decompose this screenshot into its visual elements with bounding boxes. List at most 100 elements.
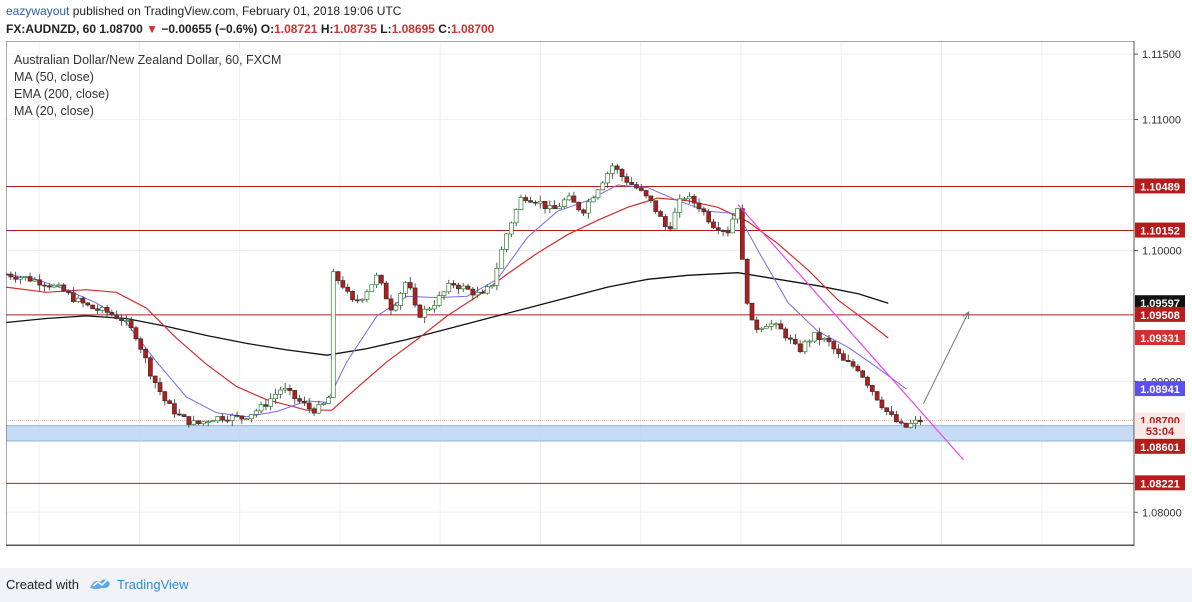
candle <box>200 421 206 426</box>
candle <box>889 406 894 417</box>
candle-body <box>898 421 904 424</box>
candle <box>643 189 649 199</box>
candle-body <box>27 276 33 282</box>
candle-body <box>634 184 639 189</box>
candle-body <box>605 173 610 184</box>
legend-ma20[interactable]: MA (20, close) <box>14 104 94 118</box>
tradingview-logo-icon[interactable] <box>88 574 112 592</box>
candle <box>412 283 418 308</box>
candle-body <box>884 407 890 412</box>
forecast-arrow <box>922 311 970 404</box>
candle <box>701 206 707 216</box>
candle-body <box>918 419 923 423</box>
candle-body <box>215 416 221 422</box>
candle-body <box>465 285 471 290</box>
candle <box>354 294 360 304</box>
candle-body <box>802 341 808 353</box>
candle <box>191 415 197 426</box>
candle <box>46 283 52 291</box>
candle <box>817 327 822 346</box>
candle <box>634 182 639 190</box>
candle <box>8 271 14 280</box>
candle-body <box>220 416 225 421</box>
created-with-text: Created with <box>6 577 79 592</box>
candle-body <box>417 304 423 318</box>
price-tag-bg <box>1135 381 1185 397</box>
candle-body <box>797 343 803 353</box>
candle-body <box>172 403 177 415</box>
candle <box>398 291 403 310</box>
candle <box>225 415 230 424</box>
candle-body <box>13 276 18 280</box>
tradingview-link[interactable]: TradingView <box>117 577 189 592</box>
candle <box>715 221 721 235</box>
candle-body <box>860 370 866 378</box>
candle <box>143 347 148 364</box>
candle <box>797 339 803 354</box>
candle <box>696 198 702 213</box>
candle-body <box>191 420 197 425</box>
candle-body <box>557 206 562 210</box>
candle <box>759 326 764 333</box>
candle-body <box>629 182 635 185</box>
candle <box>821 337 827 342</box>
candle <box>18 275 23 284</box>
candle-body <box>225 419 230 422</box>
candle <box>330 268 336 398</box>
candle-body <box>297 398 302 402</box>
candle-body <box>658 211 663 217</box>
candle <box>302 396 307 406</box>
candle-body <box>768 323 774 327</box>
low-label: L: <box>380 22 392 36</box>
candle-body <box>908 423 914 428</box>
candle <box>407 276 413 291</box>
candle <box>369 284 375 293</box>
change-down-icon: ▼ <box>146 22 158 36</box>
candle-body <box>205 421 211 423</box>
chart-grid <box>6 41 1134 545</box>
candle-body <box>374 274 379 286</box>
candle <box>557 202 562 210</box>
candle-body <box>292 390 298 399</box>
candle <box>730 214 736 234</box>
candle <box>61 283 67 293</box>
candle <box>229 413 235 427</box>
candle-body <box>239 415 245 420</box>
candle-body <box>119 318 124 321</box>
candle <box>99 305 105 313</box>
candle <box>379 274 384 286</box>
candle-body <box>398 292 403 306</box>
candle <box>768 319 774 331</box>
candle <box>475 286 481 298</box>
legend-ema200[interactable]: EMA (200, close) <box>14 87 110 101</box>
candle-body <box>528 200 533 203</box>
candle <box>778 319 784 330</box>
candle-body <box>687 195 692 200</box>
candle-body <box>865 376 870 386</box>
price-tag-bg <box>1135 295 1185 311</box>
candle-body <box>441 291 447 297</box>
candle-body <box>480 291 485 294</box>
candle-body <box>186 416 192 425</box>
candle-body <box>200 421 206 425</box>
candle-body <box>489 285 495 288</box>
candle <box>465 283 471 290</box>
price-tag-line: 1.10489 <box>1135 178 1185 194</box>
candle-body <box>619 169 625 178</box>
candle-body <box>826 337 832 342</box>
candle-body <box>566 195 572 201</box>
candle-body <box>148 357 153 377</box>
candle <box>845 354 851 363</box>
candle <box>619 167 625 182</box>
author-link[interactable]: eazywayout <box>6 4 70 18</box>
price-tick-label: 1.08000 <box>1142 507 1182 519</box>
legend-ma50[interactable]: MA (50, close) <box>14 70 94 84</box>
candle <box>249 414 254 423</box>
candle-body <box>590 197 596 203</box>
candle <box>624 173 630 185</box>
candle <box>658 209 663 217</box>
candle <box>740 204 745 260</box>
candle-body <box>326 397 331 404</box>
candle-body <box>359 298 365 301</box>
